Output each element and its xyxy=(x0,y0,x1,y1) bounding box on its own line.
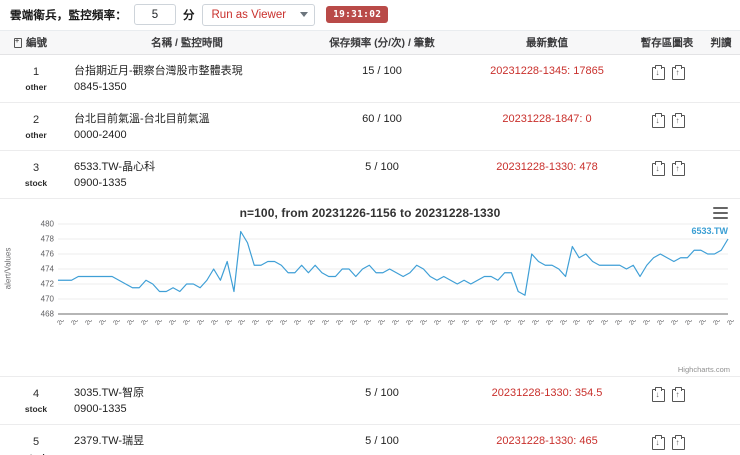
row-actions: ↓ ↑ xyxy=(632,385,702,402)
row-type-tag: stock xyxy=(25,450,47,455)
row-frequency: 5 / 100 xyxy=(365,161,399,173)
export-share-icon[interactable]: ↑ xyxy=(671,387,685,402)
row-monitor-time: 0000-2400 xyxy=(74,129,127,141)
row-name-cell: 台北目前氣溫-台北目前氣溫 0000-2400 xyxy=(72,111,302,144)
save-to-cache-icon[interactable]: ↓ xyxy=(651,161,665,176)
add-file-icon[interactable] xyxy=(14,37,22,48)
row-monitor-time: 0900-1335 xyxy=(74,403,127,415)
row-actions: ↓ ↑ xyxy=(632,63,702,80)
row-latest-value: 20231228-1847: 0 xyxy=(502,113,592,125)
row-name: 6533.TW-晶心科 xyxy=(74,161,156,173)
row-id-cell: 1 other xyxy=(0,63,72,94)
row-frequency: 15 / 100 xyxy=(362,65,402,77)
chart-title: n=100, from 20231226-1156 to 20231228-13… xyxy=(239,206,501,220)
chart-y-tick: 468 xyxy=(40,309,54,319)
save-to-cache-icon[interactable]: ↓ xyxy=(651,65,665,80)
cache-chart-panel: n=100, from 20231226-1156 to 20231228-13… xyxy=(0,199,740,377)
row-name: 台指期近月-觀察台灣股市整體表現 xyxy=(74,65,243,77)
app-title: 雲端衛兵，監控頻率： xyxy=(10,9,127,22)
header-id: 編號 xyxy=(0,35,72,50)
export-share-icon[interactable]: ↑ xyxy=(671,435,685,450)
chart-svg xyxy=(58,223,729,315)
table-row[interactable]: 5 stock 2379.TW-瑞昱 5 / 100 20231228-1330… xyxy=(0,425,740,455)
row-name: 台北目前氣溫-台北目前氣溫 xyxy=(74,113,210,125)
row-id-cell: 3 stock xyxy=(0,159,72,190)
row-actions: ↓ ↑ xyxy=(632,433,702,450)
row-name: 3035.TW-智原 xyxy=(74,387,145,399)
chart-x-tick: 20231228-1323 xyxy=(726,320,740,327)
row-latest-value: 20231228-1345: 17865 xyxy=(490,65,604,77)
table-row[interactable]: 2 other 台北目前氣溫-台北目前氣溫 0000-2400 60 / 100… xyxy=(0,103,740,151)
row-id: 2 xyxy=(32,114,40,126)
header-judge: 判讀 xyxy=(710,37,732,49)
chart-x-ticks: 20231226-115620231226-121020231226-12202… xyxy=(0,320,740,372)
chart-plot-area: alert/Values 6533.TW 468 470 472 474 476 478 4… xyxy=(0,220,740,320)
chart-y-tick: 474 xyxy=(40,264,54,274)
row-name: 2379.TW-瑞昱 xyxy=(74,435,145,447)
chart-y-axis-label: alert/Values xyxy=(3,247,13,290)
clock-badge: 19:31:02 xyxy=(326,6,389,23)
chart-y-tick: 470 xyxy=(40,294,54,304)
save-to-cache-icon[interactable]: ↓ xyxy=(651,435,665,450)
header-cache-chart: 暫存區圖表 xyxy=(640,37,694,49)
frequency-unit-label: 分 xyxy=(183,9,195,22)
top-toolbar: 雲端衛兵，監控頻率： 分 Run as Viewer 19:31:02 xyxy=(0,0,740,30)
export-share-icon[interactable]: ↑ xyxy=(671,161,685,176)
row-monitor-time: 0900-1335 xyxy=(74,177,127,189)
row-actions: ↓ ↑ xyxy=(632,159,702,176)
chart-y-tick: 480 xyxy=(40,219,54,229)
row-name-cell: 2379.TW-瑞昱 xyxy=(72,433,302,449)
header-name: 名稱 / 監控時間 xyxy=(151,37,223,49)
row-id: 5 xyxy=(32,436,40,448)
export-share-icon[interactable]: ↑ xyxy=(671,65,685,80)
chart-credit: Highcharts.com xyxy=(677,365,730,374)
header-latest: 最新數值 xyxy=(526,37,568,49)
row-id-cell: 2 other xyxy=(0,111,72,142)
viewer-mode-label: Run as Viewer xyxy=(211,8,287,21)
row-name-cell: 3035.TW-智原 0900-1335 xyxy=(72,385,302,418)
row-latest-value: 20231228-1330: 465 xyxy=(496,435,598,447)
export-share-icon[interactable]: ↑ xyxy=(671,113,685,128)
chart-y-tick: 478 xyxy=(40,234,54,244)
chart-series-label: 6533.TW xyxy=(691,226,728,236)
row-id: 4 xyxy=(32,388,40,400)
table-row[interactable]: 1 other 台指期近月-觀察台灣股市整體表現 0845-1350 15 / … xyxy=(0,55,740,103)
chart-menu-icon[interactable] xyxy=(713,207,728,219)
row-name-cell: 台指期近月-觀察台灣股市整體表現 0845-1350 xyxy=(72,63,302,96)
row-id: 1 xyxy=(32,66,40,78)
toolbar-divider xyxy=(0,30,740,31)
chevron-down-icon xyxy=(300,12,309,17)
row-type-tag: other xyxy=(25,82,47,92)
table-header-row: 編號 名稱 / 監控時間 保存頻率 (分/次) / 筆數 最新數值 暫存區圖表 … xyxy=(0,31,740,55)
row-monitor-time: 0845-1350 xyxy=(74,81,127,93)
header-frequency: 保存頻率 (分/次) / 筆數 xyxy=(329,37,435,49)
row-name-cell: 6533.TW-晶心科 0900-1335 xyxy=(72,159,302,192)
save-to-cache-icon[interactable]: ↓ xyxy=(651,387,665,402)
row-id-cell: 4 stock xyxy=(0,385,72,416)
row-frequency: 60 / 100 xyxy=(362,113,402,125)
row-frequency: 5 / 100 xyxy=(365,435,399,447)
save-to-cache-icon[interactable]: ↓ xyxy=(651,113,665,128)
chart-y-tick: 472 xyxy=(40,279,54,289)
table-row[interactable]: 4 stock 3035.TW-智原 0900-1335 5 / 100 202… xyxy=(0,377,740,425)
frequency-input[interactable] xyxy=(134,4,176,25)
viewer-mode-select[interactable]: Run as Viewer xyxy=(201,3,316,26)
row-type-tag: stock xyxy=(24,404,48,414)
row-frequency: 5 / 100 xyxy=(365,387,399,399)
row-id-cell: 5 stock xyxy=(0,433,72,455)
row-type-tag: stock xyxy=(24,178,48,188)
chart-y-tick: 476 xyxy=(40,249,54,259)
row-type-tag: other xyxy=(25,130,47,140)
table-row[interactable]: 3 stock 6533.TW-晶心科 0900-1335 5 / 100 20… xyxy=(0,151,740,199)
row-id: 3 xyxy=(32,162,40,174)
header-id-label: 編號 xyxy=(26,37,47,49)
row-latest-value: 20231228-1330: 354.5 xyxy=(491,387,603,399)
row-actions: ↓ ↑ xyxy=(632,111,702,128)
row-latest-value: 20231228-1330: 478 xyxy=(496,161,598,173)
